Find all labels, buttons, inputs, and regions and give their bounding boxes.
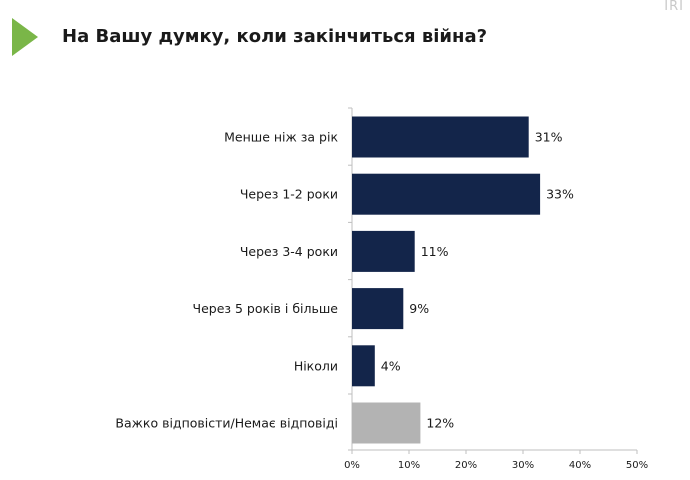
bar xyxy=(352,345,375,387)
brand-arrow-icon xyxy=(12,18,38,56)
chart-title: На Вашу думку, коли закінчиться війна? xyxy=(62,26,488,47)
bar xyxy=(352,116,529,158)
data-label: 33% xyxy=(546,187,574,202)
category-label: Менше ніж за рік xyxy=(224,130,338,145)
iri-logo: IRI xyxy=(664,0,684,14)
bar xyxy=(352,288,404,330)
data-label: 31% xyxy=(535,130,563,145)
data-label: 11% xyxy=(421,244,449,259)
x-tick-label: 30% xyxy=(512,460,534,471)
bar xyxy=(352,402,421,444)
category-label: Ніколи xyxy=(294,358,338,373)
category-label: Через 1-2 роки xyxy=(240,187,338,202)
x-tick-label: 10% xyxy=(398,460,420,471)
category-label: Через 3-4 роки xyxy=(240,244,338,259)
bar xyxy=(352,173,541,215)
x-tick-label: 0% xyxy=(344,460,360,471)
x-tick-label: 20% xyxy=(455,460,477,471)
x-tick-label: 50% xyxy=(626,460,648,471)
data-label: 12% xyxy=(426,416,454,431)
data-label: 4% xyxy=(381,358,401,373)
x-tick-label: 40% xyxy=(569,460,591,471)
data-label: 9% xyxy=(409,301,429,316)
bar xyxy=(352,230,415,272)
category-label: Через 5 років і більше xyxy=(193,301,339,316)
category-label: Важко відповісти/Немає відповіді xyxy=(115,416,338,431)
